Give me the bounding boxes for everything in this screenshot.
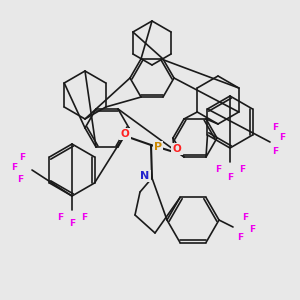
Text: O: O	[121, 129, 129, 139]
Text: F: F	[11, 163, 17, 172]
Text: F: F	[215, 166, 221, 175]
Text: N: N	[140, 171, 150, 181]
Text: F: F	[237, 233, 243, 242]
Text: F: F	[242, 214, 248, 223]
Text: F: F	[272, 124, 278, 133]
Text: F: F	[272, 148, 278, 157]
Text: F: F	[249, 226, 255, 235]
Text: F: F	[227, 172, 233, 182]
Text: F: F	[19, 152, 25, 161]
Text: F: F	[239, 166, 245, 175]
Text: O: O	[172, 144, 182, 154]
Text: F: F	[17, 175, 23, 184]
Text: P: P	[154, 142, 162, 152]
Text: F: F	[81, 214, 87, 223]
Text: F: F	[57, 214, 63, 223]
Text: F: F	[69, 220, 75, 229]
Text: F: F	[279, 134, 285, 142]
